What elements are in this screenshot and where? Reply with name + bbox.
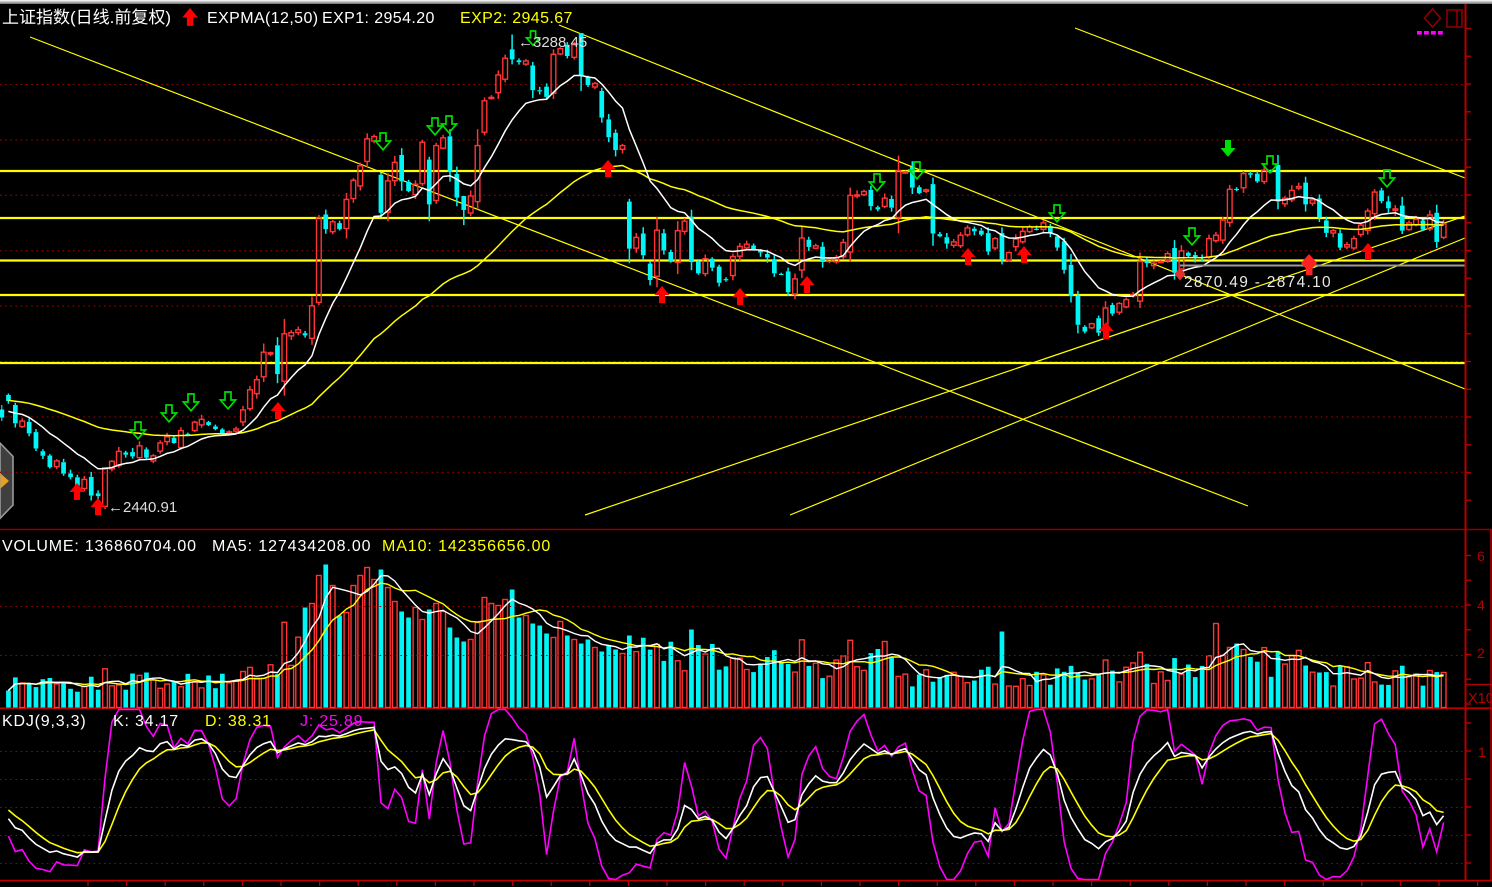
svg-text:J: 25.89: J: 25.89 — [300, 713, 363, 730]
svg-text:6: 6 — [1477, 548, 1485, 564]
svg-text:1: 1 — [1478, 744, 1486, 760]
svg-text:K: 34.17: K: 34.17 — [113, 713, 179, 730]
svg-text:4: 4 — [1477, 597, 1485, 613]
svg-text:VOLUME: 136860704.00: VOLUME: 136860704.00 — [2, 538, 197, 555]
svg-text:X10: X10 — [1468, 691, 1492, 707]
svg-text:EXP2: 2945.67: EXP2: 2945.67 — [460, 10, 573, 27]
svg-text:EXP1: 2954.20: EXP1: 2954.20 — [322, 10, 435, 27]
svg-text:MA5: 127434208.00: MA5: 127434208.00 — [212, 538, 371, 555]
svg-text:←2440.91: ←2440.91 — [108, 499, 177, 516]
svg-text:KDJ(9,3,3): KDJ(9,3,3) — [2, 713, 86, 730]
svg-text:2870.49 - 2874.10: 2870.49 - 2874.10 — [1184, 274, 1332, 291]
svg-text:EXPMA(12,50): EXPMA(12,50) — [207, 10, 319, 27]
svg-text:2: 2 — [1477, 645, 1485, 661]
svg-text:MA10: 142356656.00: MA10: 142356656.00 — [382, 538, 551, 555]
svg-text:上证指数(日线.前复权): 上证指数(日线.前复权) — [2, 8, 171, 27]
svg-text:←3288.45: ←3288.45 — [518, 34, 587, 51]
svg-text:D: 38.31: D: 38.31 — [205, 713, 272, 730]
